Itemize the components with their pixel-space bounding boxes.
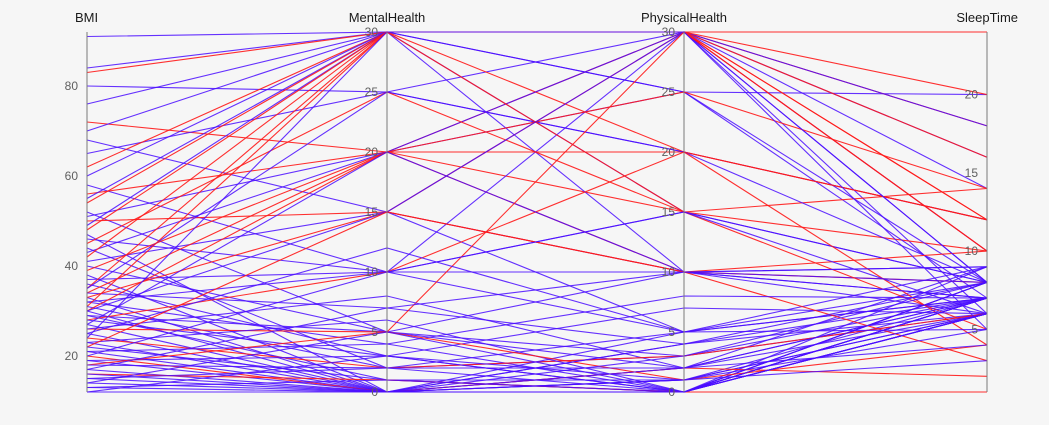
axis-title-mentalhealth: MentalHealth	[349, 10, 426, 25]
series-line-negative	[86, 271, 988, 371]
tick-label-mentalhealth: 10	[365, 265, 379, 279]
series-line-positive	[86, 151, 988, 252]
tick-label-mentalhealth: 25	[365, 85, 379, 99]
series-line-negative	[86, 31, 988, 339]
series-line-negative	[86, 295, 988, 353]
tick-label-physicalhealth: 0	[668, 385, 675, 399]
tick-label-sleeptime: 10	[965, 244, 979, 258]
series-line-positive	[86, 151, 988, 272]
series-line-negative	[86, 31, 988, 189]
tick-label-bmi: 40	[65, 259, 79, 273]
series-line-negative	[86, 271, 988, 303]
series-line-negative	[86, 266, 988, 369]
series-line-negative	[86, 355, 988, 393]
tick-label-sleeptime: 5	[971, 322, 978, 336]
tick-label-mentalhealth: 20	[365, 145, 379, 159]
axis-title-sleeptime: SleepTime	[956, 10, 1018, 25]
tick-label-physicalhealth: 20	[662, 145, 676, 159]
tick-label-physicalhealth: 30	[662, 25, 676, 39]
tick-label-bmi: 80	[65, 79, 79, 93]
series-line-negative	[86, 281, 988, 393]
series-line-negative	[86, 31, 988, 283]
axes: BMI20406080MentalHealth051015202530Physi…	[65, 10, 1018, 399]
series-line-positive	[86, 31, 988, 258]
tick-label-bmi: 60	[65, 169, 79, 183]
series-line-negative	[86, 139, 988, 299]
tick-label-mentalhealth: 30	[365, 25, 379, 39]
series-lines	[86, 31, 988, 393]
series-line-negative	[86, 151, 988, 325]
series-line-negative	[86, 297, 988, 393]
series-line-negative	[86, 31, 988, 96]
tick-label-physicalhealth: 10	[662, 265, 676, 279]
tick-label-sleeptime: 20	[965, 88, 979, 102]
series-line-positive	[86, 31, 988, 153]
series-line-negative	[87, 313, 988, 393]
tick-label-mentalhealth: 5	[371, 325, 378, 339]
tick-label-bmi: 20	[65, 349, 79, 363]
series-line-negative	[86, 297, 988, 357]
series-line-negative	[86, 344, 988, 393]
tick-label-physicalhealth: 25	[662, 85, 676, 99]
series-line-negative	[86, 295, 988, 369]
axis-title-physicalhealth: PhysicalHealth	[641, 10, 727, 25]
tick-label-mentalhealth: 15	[365, 205, 379, 219]
series-line-positive	[86, 91, 988, 244]
tick-label-physicalhealth: 5	[668, 325, 675, 339]
axis-title-bmi: BMI	[75, 10, 98, 25]
series-line-positive	[86, 331, 988, 381]
series-line-negative	[86, 31, 988, 312]
series-line-positive	[86, 31, 988, 221]
series-line-positive	[86, 31, 988, 333]
series-line-negative	[86, 31, 988, 283]
series-line-negative	[86, 31, 988, 299]
tick-label-sleeptime: 15	[965, 166, 979, 180]
tick-label-mentalhealth: 0	[371, 385, 378, 399]
tick-label-physicalhealth: 15	[662, 205, 676, 219]
series-line-negative	[86, 211, 988, 357]
series-line-positive	[86, 31, 988, 289]
